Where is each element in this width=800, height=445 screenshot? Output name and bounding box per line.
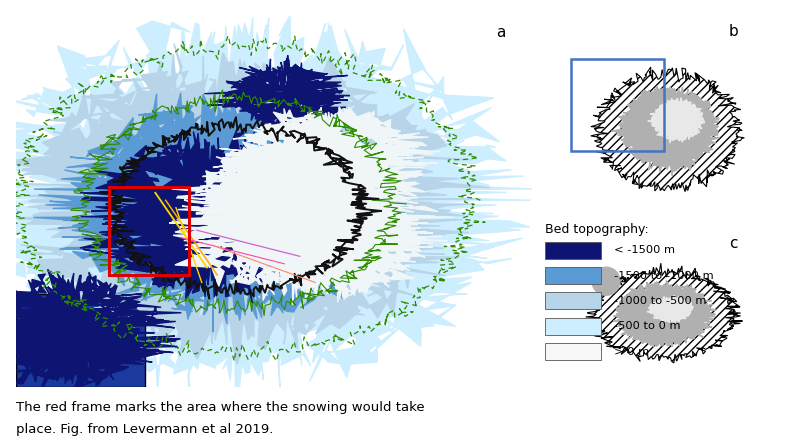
- FancyBboxPatch shape: [545, 318, 601, 335]
- Text: place. Fig. from Levermann et al 2019.: place. Fig. from Levermann et al 2019.: [16, 423, 274, 436]
- FancyBboxPatch shape: [545, 267, 601, 284]
- Polygon shape: [80, 129, 345, 303]
- Text: -1500 to -1000 m: -1500 to -1000 m: [614, 271, 714, 280]
- FancyBboxPatch shape: [16, 294, 145, 387]
- Polygon shape: [199, 135, 362, 243]
- Polygon shape: [590, 67, 744, 192]
- Polygon shape: [170, 135, 453, 304]
- Text: < -1500 m: < -1500 m: [614, 245, 675, 255]
- Text: b: b: [729, 24, 738, 39]
- Text: c: c: [729, 236, 738, 251]
- Polygon shape: [0, 269, 182, 388]
- Polygon shape: [204, 55, 350, 136]
- Polygon shape: [219, 107, 440, 224]
- FancyBboxPatch shape: [545, 292, 601, 309]
- FancyBboxPatch shape: [545, 242, 601, 259]
- Text: a: a: [496, 24, 506, 40]
- Polygon shape: [612, 86, 720, 176]
- Polygon shape: [0, 44, 490, 364]
- Polygon shape: [222, 186, 448, 303]
- Text: Bed topography:: Bed topography:: [545, 223, 649, 236]
- Text: > 0 m: > 0 m: [614, 347, 649, 356]
- Polygon shape: [613, 280, 716, 347]
- Text: -500 to 0 m: -500 to 0 m: [614, 321, 681, 331]
- Polygon shape: [647, 295, 694, 323]
- Bar: [109, 187, 189, 275]
- FancyBboxPatch shape: [545, 343, 601, 360]
- Polygon shape: [592, 267, 620, 295]
- Text: -1000 to -500 m: -1000 to -500 m: [614, 296, 706, 306]
- Polygon shape: [586, 263, 742, 363]
- Polygon shape: [0, 16, 534, 400]
- Bar: [571, 59, 664, 151]
- Text: The red frame marks the area where the snowing would take: The red frame marks the area where the s…: [16, 400, 425, 413]
- Polygon shape: [34, 87, 414, 332]
- Polygon shape: [648, 98, 705, 143]
